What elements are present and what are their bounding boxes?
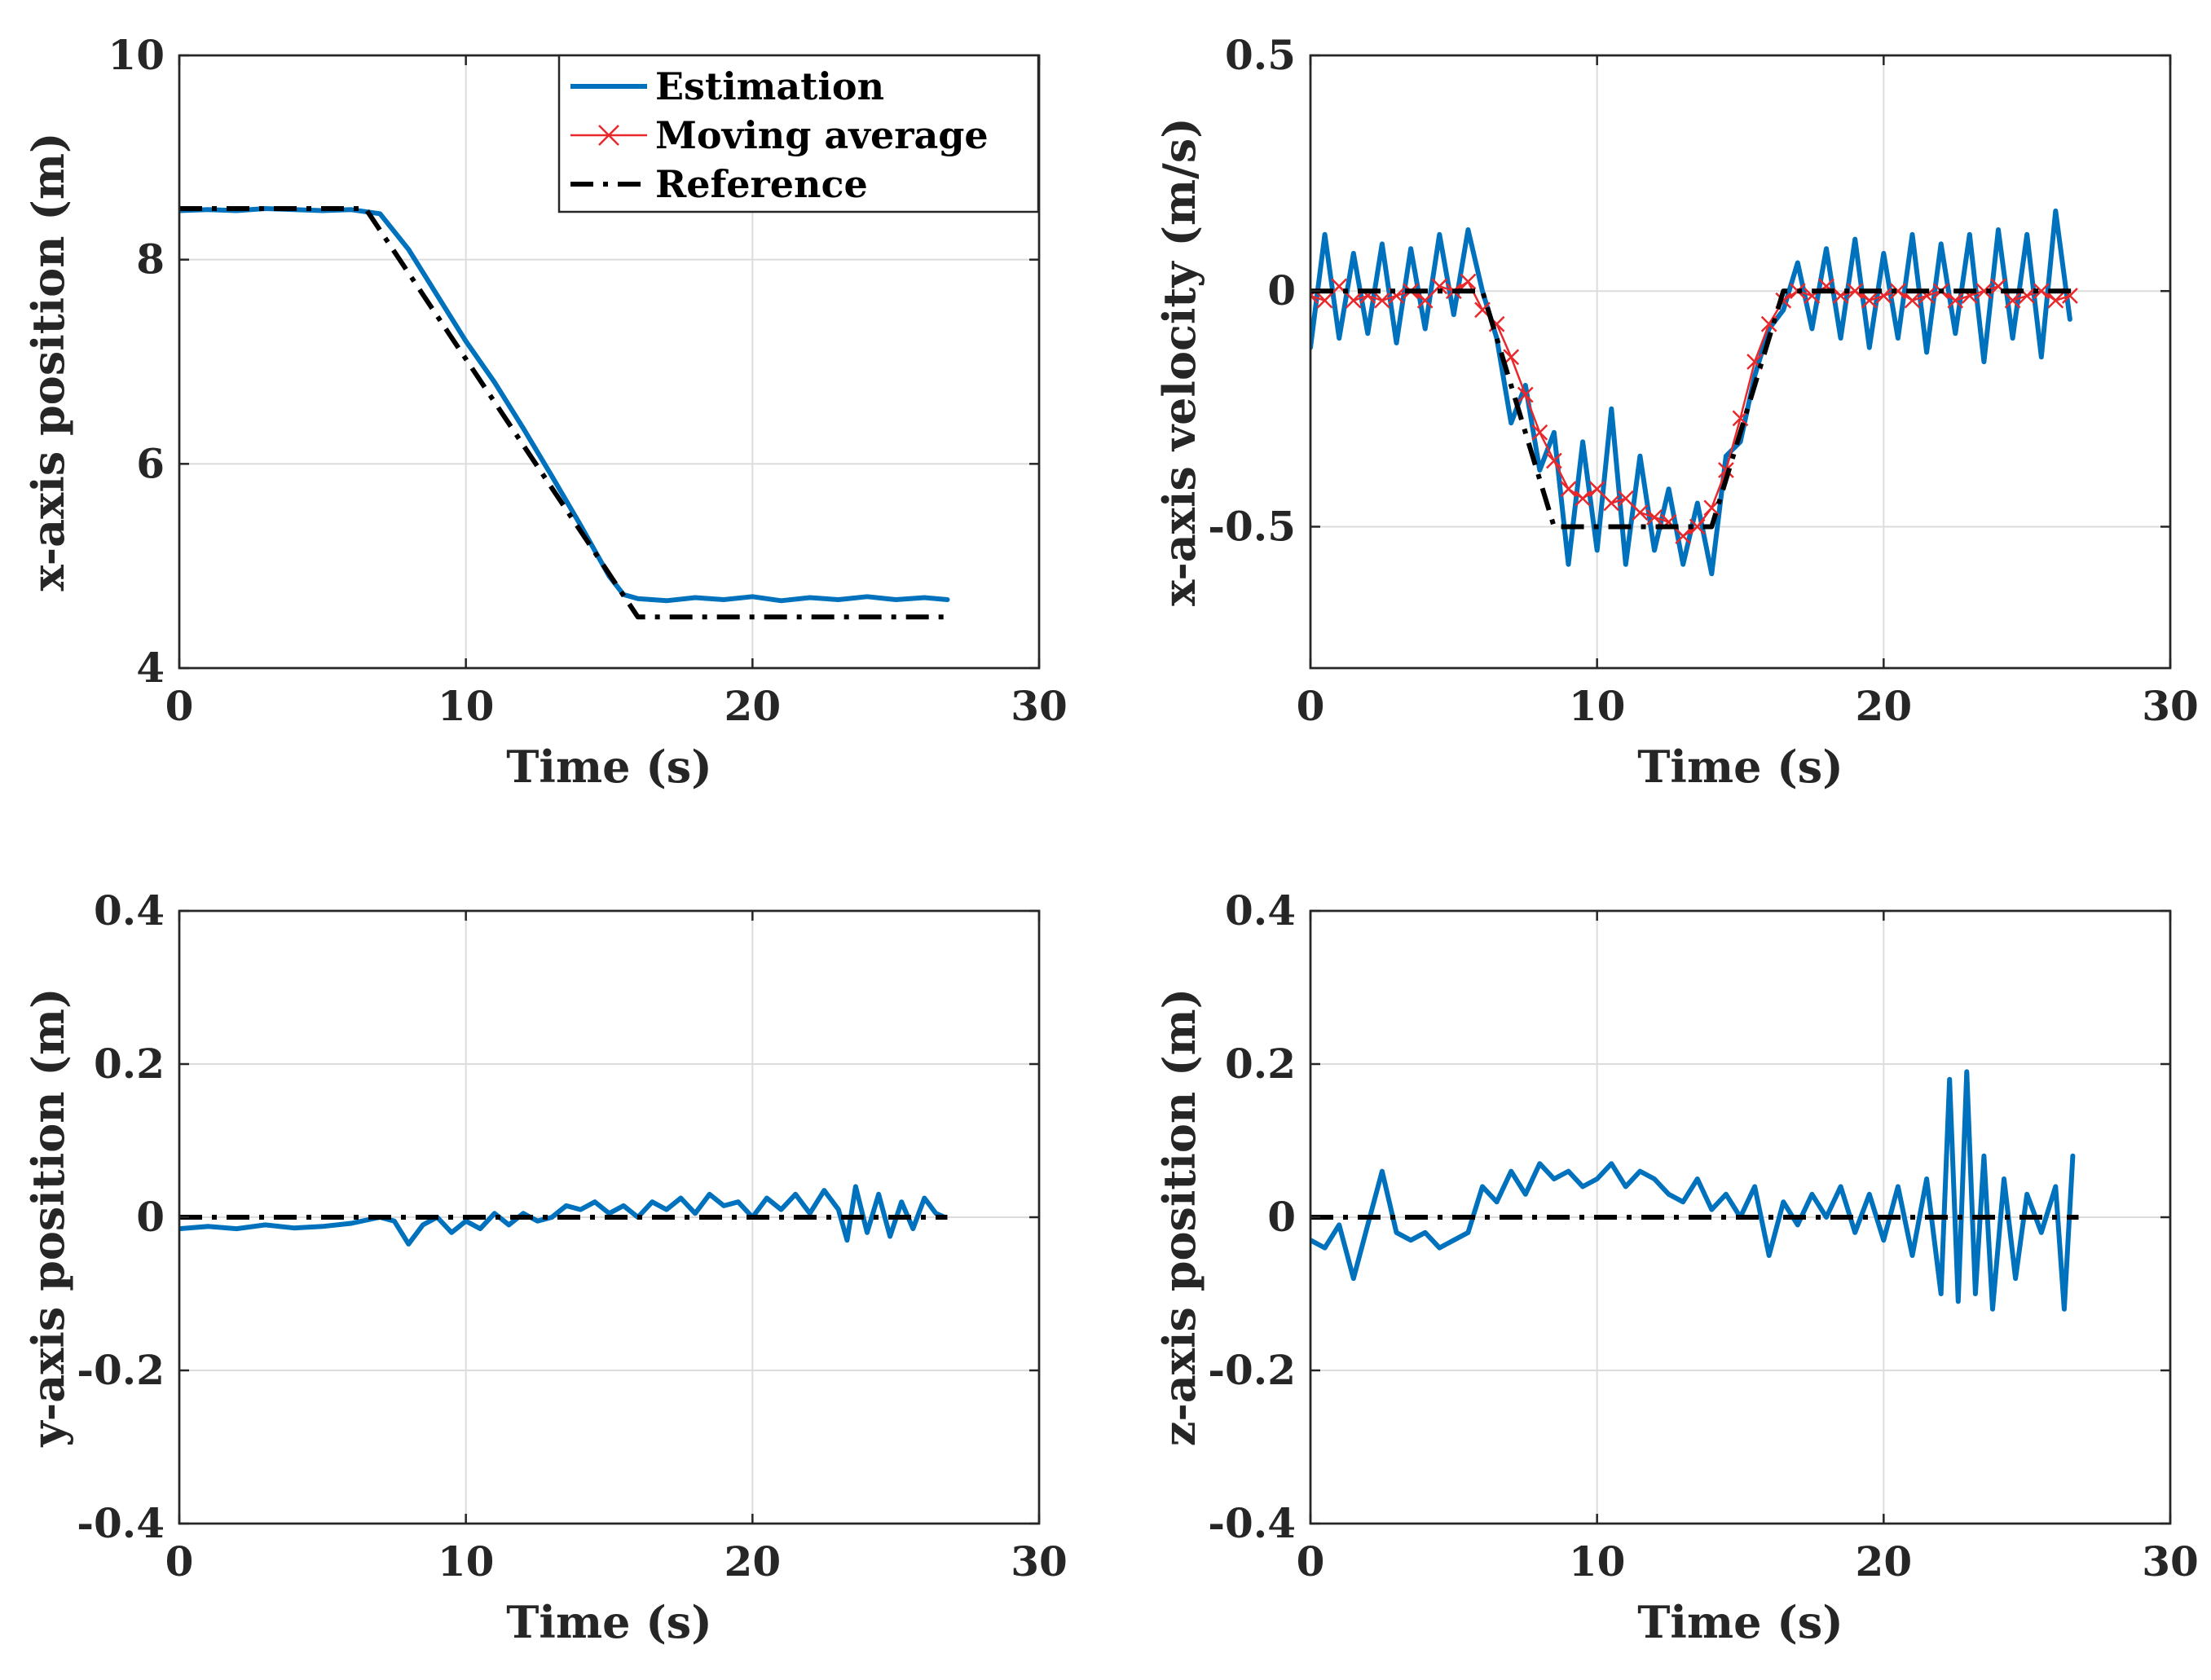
moving-average-marker [1560, 481, 1577, 498]
reference-line [1310, 288, 2079, 530]
moving-average-marker [1947, 292, 1964, 309]
moving-average-marker [1890, 283, 1906, 300]
moving-average-marker [1316, 292, 1333, 309]
x-tick-label: 0 [1297, 1537, 1325, 1585]
y-tick-label: 10 [108, 31, 165, 79]
legend-label-moving-average: Moving average [655, 113, 989, 157]
x-tick-label: 10 [1569, 1537, 1626, 1585]
x-tick-label: 20 [725, 682, 782, 730]
moving-average-marker [1588, 481, 1605, 498]
moving-average-marker [1603, 495, 1620, 512]
legend-label-reference: Reference [655, 162, 868, 206]
moving-average-marker [2047, 292, 2064, 309]
legend-label-estimation: Estimation [655, 64, 884, 108]
moving-average-marker [1975, 283, 1993, 300]
estimation-line [179, 206, 950, 604]
y-tick-label: 0.5 [1225, 31, 1296, 79]
plot-series-group [179, 206, 950, 620]
subplot-4: 0 10 20 30 -0.4 -0.2 0 0.2 0.4 Time (s) z-axis pos… [1153, 886, 2199, 1648]
y-tick-label: 0.4 [1225, 886, 1296, 935]
legend: Estimation Moving average Reference [557, 54, 1040, 213]
moving-average-marker [1675, 528, 1692, 544]
y-tick-label: 0.2 [94, 1040, 165, 1088]
y-tick-label: 0 [136, 1193, 165, 1241]
y-tick-label: -0.4 [77, 1499, 165, 1547]
x-tick-label: 30 [1011, 1537, 1068, 1585]
y-tick-label: 0 [1267, 266, 1296, 314]
moving-average-marker [1431, 278, 1448, 295]
moving-average-marker [2033, 283, 2050, 300]
moving-average-marker [2004, 292, 2021, 309]
moving-average-marker [1646, 509, 1663, 526]
moving-average-marker [1689, 518, 1706, 535]
moving-average-marker [1546, 452, 1562, 469]
x-axis-label: Time (s) [506, 741, 712, 793]
legend-marker-moving-average [598, 125, 619, 146]
moving-average-marker [1617, 490, 1634, 507]
subplot-3: 0 10 20 30 -0.4 -0.2 0 0.2 0.4 Time (s) y-axis pos… [22, 886, 1068, 1648]
moving-average-marker [1374, 292, 1390, 309]
moving-average-marker [1904, 292, 1921, 309]
x-tick-label: 0 [1297, 682, 1325, 730]
x-tick-label: 10 [438, 682, 495, 730]
moving-average-marker [1861, 292, 1878, 309]
moving-average-marker [1345, 292, 1362, 309]
moving-average-marker [1632, 504, 1649, 521]
plot-area [1309, 54, 2172, 670]
y-tick-label: -0.2 [77, 1346, 165, 1394]
moving-average-marker [1460, 273, 1477, 290]
y-tick-label: 0 [1267, 1193, 1296, 1241]
y-tick-label: 0.2 [1225, 1040, 1296, 1088]
subplot-2: 0 10 20 30 -0.5 0 0.5 Time (s) x-axis velocity (… [1153, 31, 2199, 793]
plot-series-group [1310, 1069, 2079, 1312]
estimation-line [1310, 1069, 2076, 1312]
y-tick-label: -0.4 [1208, 1499, 1296, 1547]
moving-average-marker [1718, 462, 1734, 478]
x-tick-label: 0 [165, 682, 194, 730]
x-tick-label: 20 [1856, 1537, 1913, 1585]
x-axis-label: Time (s) [506, 1596, 712, 1648]
y-tick-label: 4 [136, 644, 165, 692]
moving-average-marker [1517, 386, 1534, 403]
x-axis-label: Time (s) [1637, 741, 1843, 793]
x-tick-label: 30 [2142, 682, 2199, 730]
x-axis-label: Time (s) [1637, 1596, 1843, 1648]
y-axis-label: x-axis position (m) [22, 132, 74, 591]
y-tick-label: 0.4 [94, 886, 165, 935]
plot-series-group [1310, 208, 2079, 577]
moving-average-marker [1531, 424, 1548, 441]
y-tick-label: 8 [136, 235, 165, 284]
y-axis-label: x-axis velocity (m/s) [1153, 117, 1205, 606]
x-tick-label: 30 [1011, 682, 1068, 730]
x-tick-label: 30 [2142, 1537, 2199, 1585]
x-tick-label: 10 [438, 1537, 495, 1585]
plot-series-group [179, 1184, 948, 1247]
x-tick-label: 0 [165, 1537, 194, 1585]
y-tick-label: -0.2 [1208, 1346, 1296, 1394]
reference-line [179, 206, 948, 620]
moving-average-marker [1847, 283, 1864, 300]
y-tick-label: 6 [136, 439, 165, 487]
y-tick-label: -0.5 [1208, 502, 1296, 550]
axes-frame [1309, 54, 2172, 670]
estimation-line [179, 1184, 947, 1247]
x-tick-label: 20 [1856, 682, 1913, 730]
y-axis-label: y-axis position (m) [22, 987, 74, 1447]
x-tick-label: 20 [725, 1537, 782, 1585]
moving-average-marker [1416, 292, 1434, 309]
x-tick-label: 10 [1569, 682, 1626, 730]
moving-average-marker [1575, 490, 1591, 507]
y-axis-label: z-axis position (m) [1153, 988, 1205, 1446]
moving-average-marker [1732, 410, 1749, 427]
